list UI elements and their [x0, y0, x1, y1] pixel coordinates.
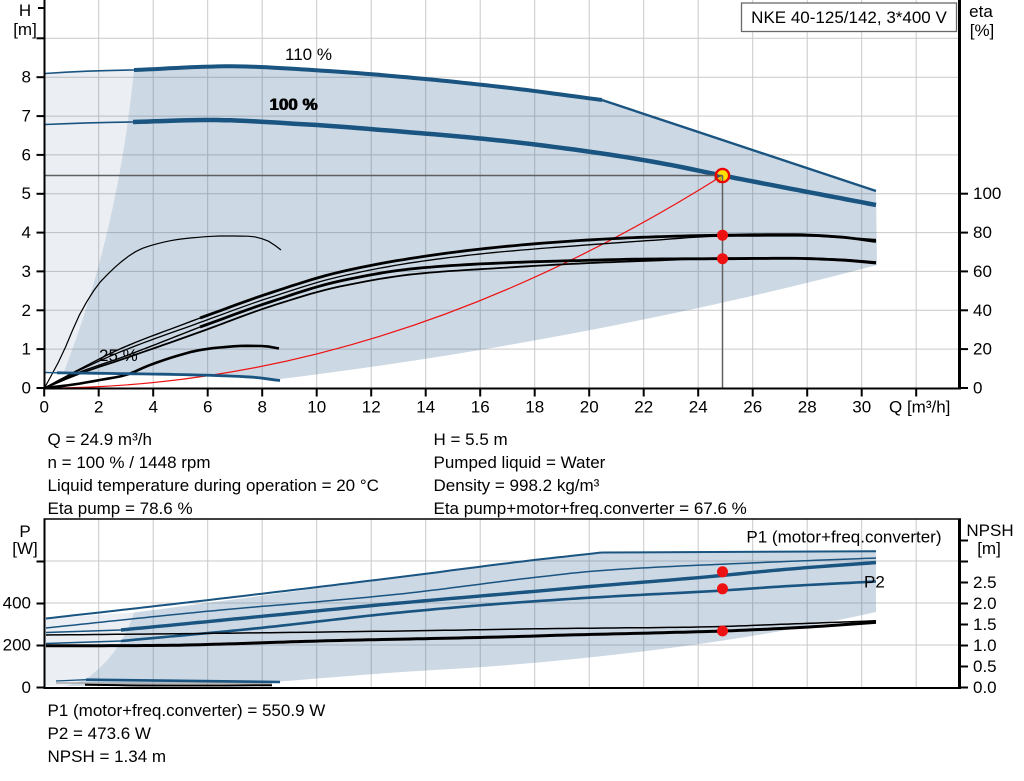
svg-text:2.5: 2.5	[973, 573, 997, 592]
svg-text:80: 80	[973, 223, 992, 242]
svg-text:24: 24	[689, 398, 708, 417]
svg-text:8: 8	[22, 68, 31, 87]
svg-text:25 %: 25 %	[99, 346, 138, 365]
svg-text:3: 3	[22, 262, 31, 281]
svg-text:40: 40	[973, 301, 992, 320]
svg-text:6: 6	[203, 398, 212, 417]
svg-text:20: 20	[973, 340, 992, 359]
svg-text:n = 100 % / 1448 rpm: n = 100 % / 1448 rpm	[48, 453, 211, 472]
svg-text:4: 4	[22, 223, 31, 242]
svg-text:100: 100	[973, 184, 1001, 203]
svg-text:22: 22	[634, 398, 653, 417]
svg-text:Liquid temperature during oper: Liquid temperature during operation = 20…	[48, 476, 379, 495]
svg-text:[m]: [m]	[977, 539, 1001, 558]
svg-text:1.0: 1.0	[973, 636, 997, 655]
svg-text:H: H	[19, 1, 31, 20]
svg-text:NPSH = 1.34 m: NPSH = 1.34 m	[48, 747, 167, 766]
svg-text:30: 30	[852, 398, 871, 417]
svg-text:0: 0	[39, 398, 48, 417]
svg-text:0.0: 0.0	[973, 678, 997, 697]
svg-text:12: 12	[362, 398, 381, 417]
svg-text:NPSH: NPSH	[966, 521, 1013, 540]
svg-text:5: 5	[22, 184, 31, 203]
svg-text:P1 (motor+freq.converter): P1 (motor+freq.converter)	[746, 528, 941, 547]
svg-text:0: 0	[973, 379, 982, 398]
svg-text:[%]: [%]	[970, 21, 995, 40]
svg-text:100 %: 100 %	[270, 95, 318, 114]
svg-text:110 %: 110 %	[285, 45, 332, 64]
svg-text:H = 5.5 m: H = 5.5 m	[434, 430, 508, 449]
svg-text:400: 400	[3, 594, 31, 613]
svg-text:2: 2	[94, 398, 103, 417]
svg-text:100 %: 100 %	[269, 95, 317, 114]
svg-text:4: 4	[148, 398, 157, 417]
svg-text:28: 28	[798, 398, 817, 417]
svg-text:26: 26	[743, 398, 762, 417]
svg-text:1: 1	[22, 340, 31, 359]
svg-text:Pumped liquid = Water: Pumped liquid = Water	[434, 453, 606, 472]
svg-text:Density = 998.2 kg/m³: Density = 998.2 kg/m³	[434, 476, 600, 495]
svg-text:6: 6	[22, 145, 31, 164]
svg-text:10: 10	[307, 398, 326, 417]
svg-text:[W]: [W]	[12, 539, 38, 558]
svg-text:200: 200	[3, 636, 31, 655]
svg-text:Eta pump = 78.6 %: Eta pump = 78.6 %	[48, 499, 193, 518]
svg-text:[m]: [m]	[13, 20, 37, 39]
svg-text:1.5: 1.5	[973, 615, 997, 634]
svg-text:P2: P2	[864, 573, 885, 592]
svg-text:0: 0	[22, 379, 31, 398]
svg-text:P1 (motor+freq.converter) = 55: P1 (motor+freq.converter) = 550.9 W	[48, 701, 326, 720]
svg-text:Q [m³/h]: Q [m³/h]	[889, 398, 950, 417]
svg-text:0.5: 0.5	[973, 657, 997, 676]
svg-text:Q = 24.9 m³/h: Q = 24.9 m³/h	[48, 430, 152, 449]
svg-text:P: P	[19, 522, 30, 541]
svg-text:20: 20	[580, 398, 599, 417]
svg-text:60: 60	[973, 262, 992, 281]
svg-text:18: 18	[525, 398, 544, 417]
svg-text:NKE 40-125/142, 3*400 V: NKE 40-125/142, 3*400 V	[751, 8, 947, 27]
svg-text:8: 8	[257, 398, 266, 417]
svg-text:14: 14	[416, 398, 435, 417]
svg-text:Eta pump+motor+freq.converter: Eta pump+motor+freq.converter = 67.6 %	[434, 499, 747, 518]
svg-text:eta: eta	[969, 2, 993, 21]
svg-text:0: 0	[22, 678, 31, 697]
svg-text:16: 16	[471, 398, 490, 417]
svg-text:7: 7	[22, 107, 31, 126]
svg-text:2.0: 2.0	[973, 594, 997, 613]
svg-text:2: 2	[22, 301, 31, 320]
svg-text:P2 = 473.6 W: P2 = 473.6 W	[48, 724, 151, 743]
